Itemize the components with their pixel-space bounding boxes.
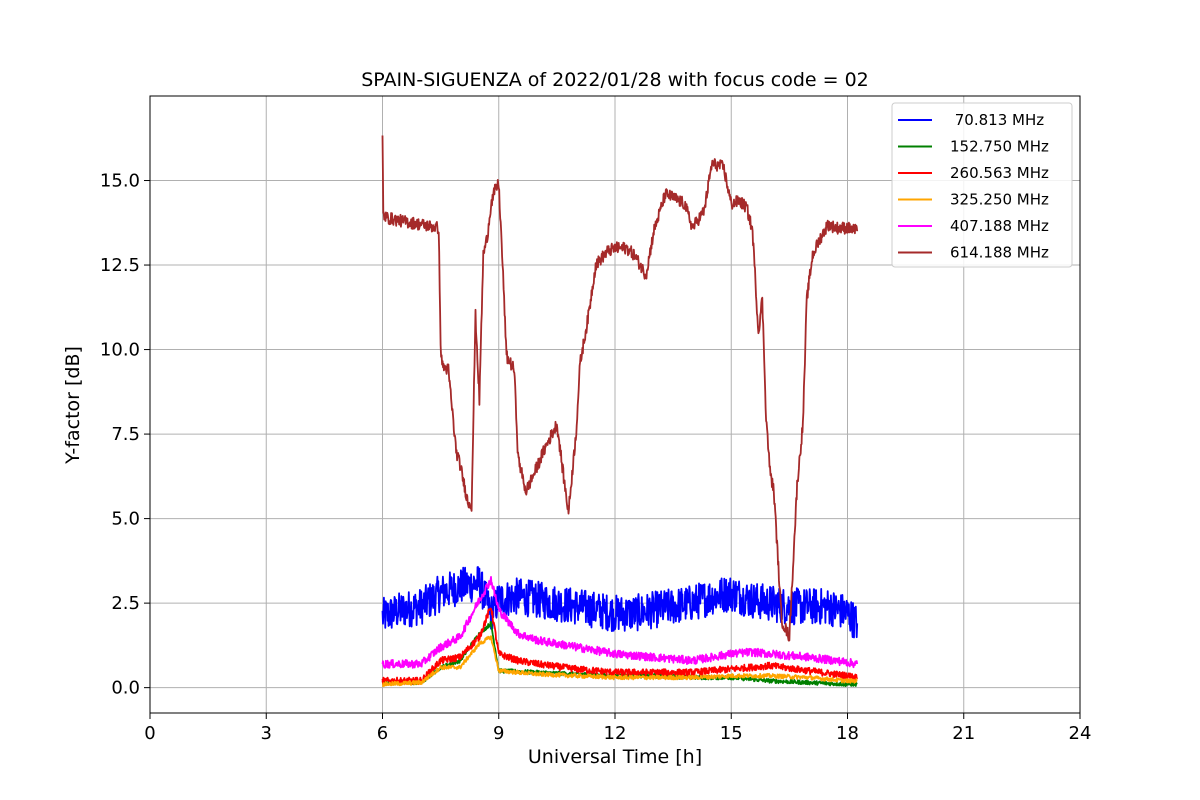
chart-title: SPAIN-SIGUENZA of 2022/01/28 with focus … — [361, 69, 869, 91]
legend-entry-3: 325.250 MHz — [950, 191, 1049, 209]
legend: 70.813 MHz 152.750 MHz 260.563 MHz 325.250 … — [891, 102, 1073, 268]
x-tick-label: 12 — [604, 723, 627, 744]
series-line-4 — [381, 576, 859, 669]
y-axis-label: Y-factor [dB] — [62, 346, 84, 465]
series-line-3 — [382, 635, 858, 688]
legend-entry-1: 152.750 MHz — [950, 138, 1049, 156]
x-axis-label: Universal Time [h] — [528, 746, 702, 768]
y-tick-label: 15.0 — [100, 171, 140, 192]
y-tick-label: 7.5 — [111, 424, 140, 445]
series-layer — [381, 135, 859, 688]
x-tick-label: 24 — [1069, 723, 1092, 744]
x-tick-label: 15 — [720, 723, 743, 744]
series-line-0 — [381, 566, 859, 639]
legend-box — [891, 102, 1073, 268]
series-line-5 — [381, 135, 859, 642]
y-tick-label: 2.5 — [111, 593, 140, 614]
legend-entry-0: 70.813 MHz — [950, 111, 1044, 129]
series-line-2 — [381, 607, 859, 686]
x-tick-label: 21 — [952, 723, 975, 744]
legend-entry-2: 260.563 MHz — [950, 164, 1049, 182]
legend-entry-5: 614.188 MHz — [950, 244, 1049, 262]
y-tick-label: 10.0 — [100, 340, 140, 361]
y-tick-label: 0.0 — [111, 678, 140, 699]
y-tick-label: 12.5 — [100, 255, 140, 276]
x-tick-label: 9 — [493, 723, 504, 744]
x-tick-label: 3 — [261, 723, 272, 744]
x-tick-label: 18 — [836, 723, 859, 744]
x-tick-label: 6 — [377, 723, 388, 744]
legend-entry-4: 407.188 MHz — [950, 217, 1049, 235]
y-tick-label: 5.0 — [111, 509, 140, 530]
x-tick-label: 0 — [144, 723, 155, 744]
ticks-layer: 0 3 6 9 12 15 18 21 24 0.0 2.5 5.0 7.5 10.0 12.5 15.0 — [100, 171, 1092, 744]
